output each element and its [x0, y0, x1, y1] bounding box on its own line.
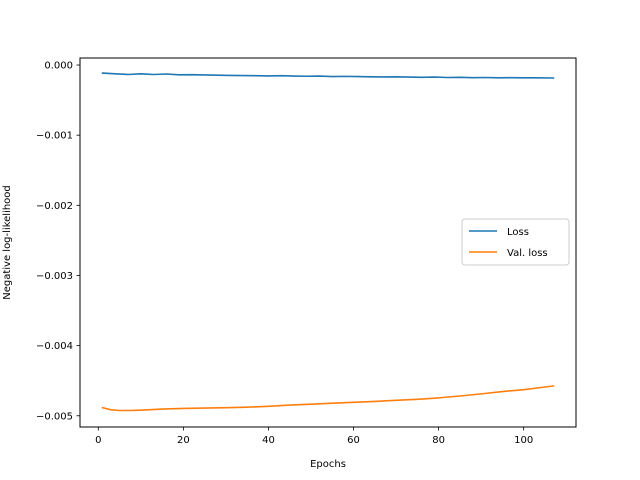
- legend: Loss Val. loss: [461, 218, 570, 266]
- x-tick-label: 100: [514, 435, 533, 446]
- x-tick-label: 0: [95, 435, 101, 446]
- series-line-loss: [101, 72, 555, 79]
- y-tick-label: −0.001: [36, 131, 73, 142]
- x-tick-label: 80: [432, 435, 445, 446]
- plot-lines: [101, 72, 555, 412]
- y-axis-label: Negative log-likelihood: [2, 185, 13, 300]
- x-axis-label: Epochs: [310, 459, 346, 470]
- y-tick-label: −0.002: [36, 201, 73, 212]
- x-axis: 0 20 40 60 80 100: [95, 427, 533, 446]
- legend-label-loss: Loss: [507, 227, 529, 238]
- y-tick-label: 0.000: [44, 61, 73, 72]
- y-tick-label: −0.004: [36, 341, 73, 352]
- y-tick-label: −0.005: [36, 411, 73, 422]
- series-line-val-loss: [101, 385, 555, 412]
- plot-frame: [79, 57, 577, 428]
- y-axis: 0.000 −0.001 −0.002 −0.003 −0.004 −0.005: [36, 61, 80, 422]
- y-tick-label: −0.003: [36, 271, 73, 282]
- x-tick-label: 60: [347, 435, 360, 446]
- legend-label-val-loss: Val. loss: [507, 248, 548, 259]
- x-tick-label: 40: [262, 435, 275, 446]
- x-tick-label: 20: [177, 435, 190, 446]
